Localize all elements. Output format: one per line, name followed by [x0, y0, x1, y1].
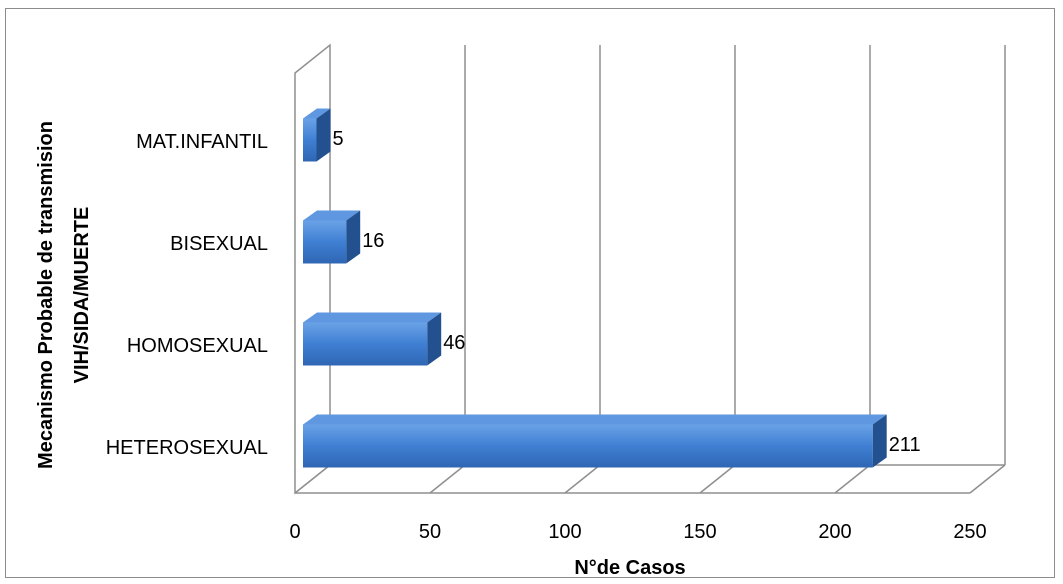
bar-group	[303, 312, 442, 366]
x-tick-label: 50	[419, 521, 441, 543]
category-label: HOMOSEXUAL	[127, 335, 268, 357]
bar-group	[303, 414, 887, 468]
y-axis-title: Mecanismo Probable de transmision VIH/SID…	[35, 121, 93, 469]
bar-side-face	[346, 210, 361, 264]
bar	[303, 118, 317, 162]
data-label: 46	[443, 332, 465, 354]
x-tick-label: 150	[683, 521, 716, 543]
data-label: 5	[333, 128, 344, 150]
x-axis-title: N°de Casos	[574, 557, 685, 579]
bar-top-face	[303, 414, 887, 425]
bar-side-face	[872, 414, 887, 468]
category-label: BISEXUAL	[170, 233, 268, 255]
data-label: 16	[362, 230, 384, 252]
floor-gridline-250	[969, 464, 1006, 494]
category-label: HETEROSEXUAL	[106, 437, 268, 459]
bar	[303, 220, 347, 264]
bar-top-face	[303, 210, 361, 221]
floor-gridline-100	[564, 464, 601, 494]
category-label: MAT.INFANTIL	[136, 131, 268, 153]
bar-side-face	[316, 108, 331, 162]
x-tick-label: 100	[548, 521, 581, 543]
y-axis-title-line: VIH/SIDA/MUERTE	[71, 207, 93, 384]
x-tick-label: 0	[289, 521, 300, 543]
bar-top-face	[303, 312, 442, 323]
bar	[303, 322, 428, 366]
bar-group	[303, 210, 361, 264]
floor-gridline-200	[834, 464, 871, 494]
bar-group	[303, 108, 331, 162]
y-axis-title-line: Mecanismo Probable de transmision	[35, 121, 57, 469]
data-label: 211	[889, 434, 921, 456]
bar-side-face	[427, 312, 442, 366]
x-tick-label: 200	[818, 521, 851, 543]
floor-gridline-150	[699, 464, 736, 494]
bar	[303, 424, 873, 468]
bar-top-face	[303, 108, 331, 119]
chart-frame	[5, 8, 1055, 578]
floor-gridline-50	[429, 464, 466, 494]
x-tick-label: 250	[953, 521, 986, 543]
